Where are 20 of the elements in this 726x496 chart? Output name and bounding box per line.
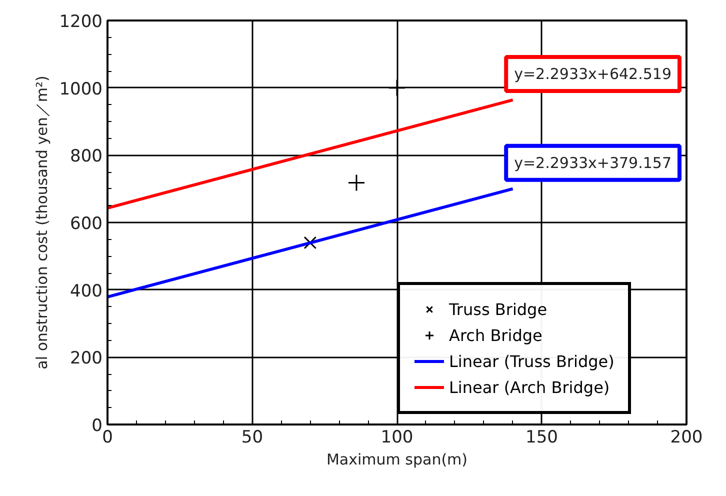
x-tick-label: 100 <box>380 428 414 448</box>
annotation: y=2.2933x+379.157 <box>514 154 672 172</box>
y-tick-label: 1000 <box>59 79 102 100</box>
annotation: y=2.2933x+642.519 <box>514 64 672 83</box>
y-tick-label: 200 <box>70 348 103 369</box>
y-tick-label: 600 <box>70 214 103 234</box>
legend-label: Arch Bridge <box>449 326 542 344</box>
legend-label: Linear (Truss Bridge) <box>449 352 614 370</box>
legend-label: Linear (Arch Bridge) <box>449 378 610 396</box>
point <box>304 236 317 250</box>
x-tick-label: 50 <box>241 428 264 448</box>
point <box>348 174 366 192</box>
x-tick-label: 150 <box>526 428 558 448</box>
x-tick-label: 200 <box>670 428 703 448</box>
x-axis-title: Maximum span(m) <box>326 450 468 468</box>
y-tick-label: 1200 <box>59 12 102 32</box>
legend-label: Truss Bridge <box>449 300 548 318</box>
y-tick-label: 800 <box>70 146 103 167</box>
y-axis-title: al onstruction cost (thousand yen／m²) <box>33 76 52 370</box>
y-tick-label: 400 <box>70 281 103 302</box>
